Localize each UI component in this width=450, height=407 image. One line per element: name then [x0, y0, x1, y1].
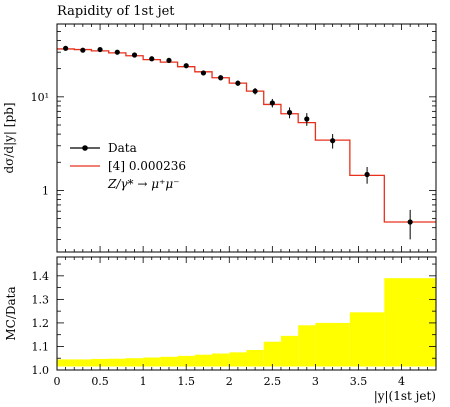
ratio-band-bar [57, 359, 75, 367]
ratio-band-bar [229, 352, 247, 367]
ratio-band-bar [160, 356, 178, 367]
data-point [166, 57, 172, 64]
ratio-band-bar [263, 341, 281, 367]
data-point [200, 70, 207, 76]
ratio-band-bar [280, 335, 299, 367]
y-tick-label: 1.3 [32, 293, 50, 306]
y-tick-label: 1.2 [32, 317, 50, 330]
y-tick-label: 1.4 [32, 270, 50, 283]
x-tick-label: 4 [398, 375, 405, 388]
ratio-band-bar [298, 325, 316, 367]
legend-entry: Data [108, 141, 137, 155]
x-tick-label: 0 [54, 375, 61, 388]
data-point [97, 46, 103, 53]
data-point [235, 80, 241, 86]
ratio-band-bar [384, 278, 436, 367]
ratio-band-bar [177, 355, 195, 367]
x-tick-label: 3.5 [350, 375, 368, 388]
data-point [269, 100, 275, 106]
data-point [304, 116, 310, 122]
legend-entry: Z/γ* → μ⁺μ⁻ [107, 177, 180, 191]
ratio-band-bar [91, 358, 109, 367]
legend-entry: [4] 0.000236 [108, 159, 186, 173]
data-point [63, 45, 69, 51]
ratio-panel: 1.0 1.1 1.2 1.3 1.4 0 0.5 1 1.5 2 2.5 3 3.5 4|y|(1st … [4, 256, 437, 403]
data-point [183, 63, 189, 69]
data-point [252, 88, 258, 94]
x-tick-label: 1.5 [177, 375, 195, 388]
y-tick-label: 1 [42, 184, 49, 197]
data-point [131, 52, 138, 58]
data-point [80, 47, 86, 53]
x-tick-label: 3 [312, 375, 319, 388]
data-point [407, 219, 413, 225]
ratio-band-bar [108, 358, 126, 367]
ratio-band-bar [143, 357, 161, 367]
ratio-band-bar [194, 354, 213, 367]
ratio-band-bar [125, 358, 144, 367]
chart-title: Rapidity of 1st jet [57, 4, 175, 19]
y-tick-label: 1.0 [32, 364, 50, 377]
legend: Data [4] 0.000236 Z/γ* → μ⁺μ⁻ [70, 141, 186, 191]
y-tick-label: 1.1 [32, 340, 50, 353]
ratio-y-axis-label: MC/Data [4, 286, 18, 340]
mc-histogram-line [57, 48, 436, 223]
data-point [149, 56, 155, 62]
ratio-band-bar [212, 353, 230, 367]
x-tick-label: 2.5 [264, 375, 282, 388]
y-axis-label: dσ/d|y| [pb] [2, 102, 16, 173]
legend-data-marker [82, 145, 88, 151]
x-tick-label: 1 [140, 375, 147, 388]
x-axis-label: |y|(1st jet) [374, 389, 436, 403]
x-tick-label: 0.5 [91, 375, 109, 388]
data-point [364, 171, 370, 178]
data-point [114, 49, 120, 55]
x-tick-label: 2 [226, 375, 233, 388]
ratio-band-bar [74, 359, 92, 367]
data-point [286, 109, 293, 116]
ratio-band-bar [349, 312, 385, 367]
data-point [330, 138, 336, 144]
main-plot-frame [56, 23, 437, 253]
main-panel: 1 10¹ dσ/d|y| [pb] [2, 23, 437, 253]
ratio-band-bar [315, 322, 350, 367]
y-tick-label: 10¹ [31, 91, 49, 104]
ratio-plot-frame [56, 256, 437, 371]
ratio-band-bar [246, 349, 264, 367]
data-point [218, 75, 224, 81]
